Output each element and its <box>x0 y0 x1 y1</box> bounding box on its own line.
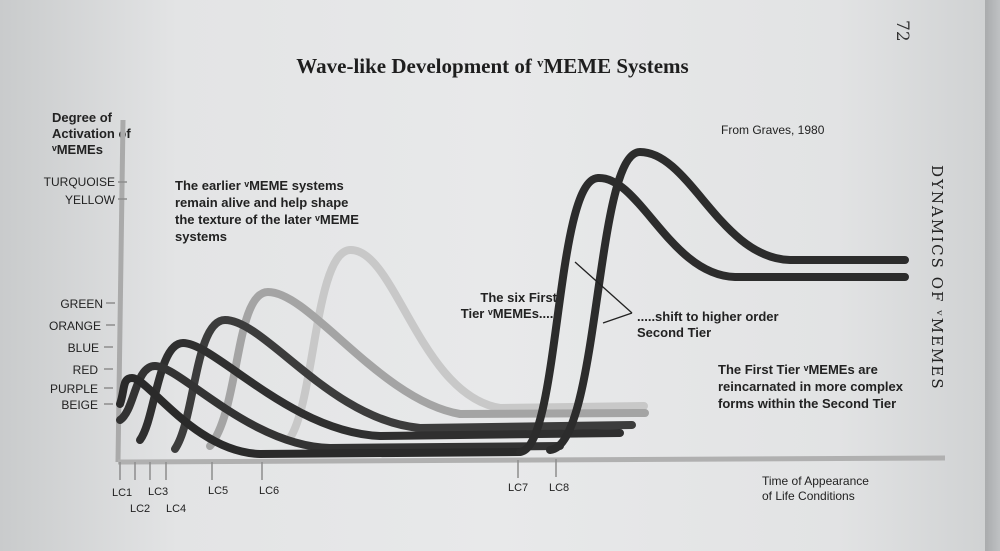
lc3-label: LC3 <box>148 486 169 498</box>
running-head: DYNAMICS OF ᵛMEMES <box>928 165 946 391</box>
level-yellow: YELLOW <box>64 193 115 207</box>
lc6-label: LC6 <box>259 485 280 497</box>
wave-turquoise <box>546 147 909 454</box>
lc8-label: LC8 <box>549 482 570 494</box>
wave-beige <box>116 373 524 459</box>
lc1-label: LC1 <box>112 487 133 499</box>
lc4-label: LC4 <box>166 503 187 515</box>
wave-red <box>136 338 624 444</box>
annotation-first-tier: The six First Tier ᵛMEMEs..... <box>460 290 557 321</box>
x-axis-label: Time of Appearance of Life Conditions <box>762 474 869 503</box>
level-orange: ORANGE <box>48 319 101 333</box>
wave-orange <box>206 287 649 450</box>
y-axis <box>115 119 126 463</box>
wave-purple <box>116 361 564 453</box>
wave-blue <box>171 315 636 453</box>
level-beige: BEIGE <box>61 398 98 412</box>
level-green: GREEN <box>60 297 103 311</box>
annotation-reincarnated: The First Tier ᵛMEMEs are reincarnated i… <box>718 362 903 411</box>
page-edge <box>985 0 1000 551</box>
shift-pointer-lower <box>602 312 633 324</box>
annotation-earlier-systems: The earlier ᵛMEME systems remain alive a… <box>175 178 359 244</box>
level-blue: BLUE <box>67 341 99 355</box>
level-red: RED <box>72 363 98 377</box>
level-purple: PURPLE <box>49 382 98 396</box>
source-credit: From Graves, 1980 <box>721 123 825 137</box>
annotation-shift: .....shift to higher order Second Tier <box>637 309 779 340</box>
lc7-label: LC7 <box>508 482 529 494</box>
shift-pointer-upper <box>574 261 633 314</box>
y-ticks <box>104 181 127 405</box>
level-turquoise: TURQUOISE <box>43 175 115 189</box>
x-ticks <box>119 459 557 480</box>
wave-yellow <box>516 173 909 456</box>
figure-title: Wave-like Development of ᵛMEME Systems <box>296 54 689 78</box>
x-axis <box>117 455 946 465</box>
y-axis-label: Degree of Activation of ᵛMEMEs <box>52 110 131 157</box>
lc2-label: LC2 <box>130 503 151 515</box>
lc5-label: LC5 <box>208 485 229 497</box>
